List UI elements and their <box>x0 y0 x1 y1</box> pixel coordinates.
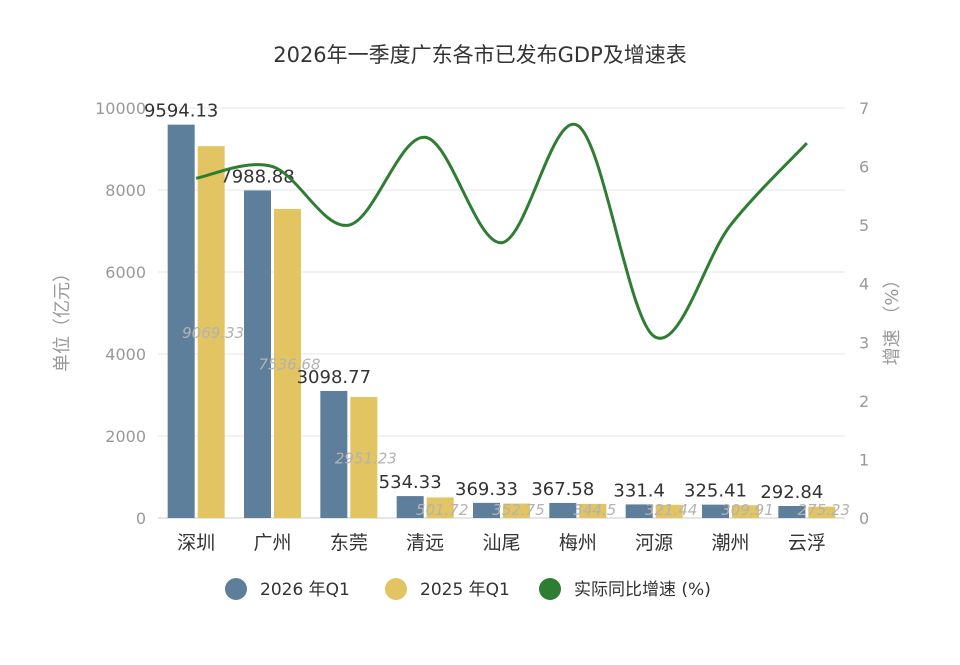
bar-2026 <box>396 496 424 518</box>
y2-tick-label: 7 <box>859 99 869 118</box>
bar-label-2025: 2951.23 <box>335 449 397 467</box>
bar-2025 <box>732 505 759 518</box>
x-axis: 深圳 广州 东莞 清远 汕尾 梅州 河源 潮州 云浮 <box>177 532 826 554</box>
y2-tick-label: 2 <box>859 392 869 411</box>
bar-label-2026: 367.58 <box>531 479 594 500</box>
bar-label-2026: 369.33 <box>455 479 518 500</box>
bar-2025 <box>197 146 225 518</box>
legend-label: 2026 年Q1 <box>260 580 350 600</box>
bar-2026 <box>320 390 348 518</box>
bar-label-2026: 3098.77 <box>297 367 371 388</box>
x-tick-label: 深圳 <box>177 532 215 554</box>
y-axis-right-title: 增速 （%） <box>882 271 903 366</box>
x-tick-label: 东莞 <box>330 532 368 554</box>
y2-tick-label: 5 <box>859 216 869 235</box>
y2-tick-label: 3 <box>859 333 869 352</box>
grid-lines <box>158 107 845 519</box>
bar-label-2025: 7536.68 <box>258 355 320 373</box>
y-tick-label: 4000 <box>105 345 146 364</box>
y2-tick-label: 1 <box>859 450 869 469</box>
x-tick-label: 清远 <box>406 532 444 554</box>
legend-marker <box>225 578 247 600</box>
y2-tick-label: 4 <box>859 275 869 294</box>
bar-2026 <box>473 502 500 518</box>
bar-label-2025: 501.72 <box>416 501 469 519</box>
bar-2026 <box>244 190 271 518</box>
bar-label-2025: 321.44 <box>645 501 698 519</box>
y2-tick-label: 6 <box>859 158 869 177</box>
x-tick-label: 河源 <box>635 532 673 554</box>
legend: 2026 年Q1 2025 年Q1 实际同比增速 (%) <box>225 578 711 600</box>
chart-title: 2026年一季度广东各市已发布GDP及增速表 <box>273 43 687 67</box>
x-tick-label: 潮州 <box>711 532 749 554</box>
growth-line <box>195 122 808 340</box>
bar-2026 <box>778 505 806 518</box>
bar-label-2025: 309.91 <box>721 501 774 519</box>
bar-label-2026: 331.4 <box>613 480 665 501</box>
bar-2025 <box>503 503 530 518</box>
bar-2026 <box>702 504 729 518</box>
growth-line-series <box>195 122 808 340</box>
bar-label-2025: 9069.33 <box>182 324 244 342</box>
bar-2025 <box>808 506 836 518</box>
bar-label-2026: 325.41 <box>684 481 747 502</box>
legend-label: 2025 年Q1 <box>420 580 510 600</box>
bar-label-2026: 292.84 <box>760 482 823 503</box>
x-tick-label: 广州 <box>253 532 291 554</box>
legend-label: 实际同比增速 (%) <box>574 580 711 600</box>
legend-marker <box>385 578 407 600</box>
bar-label-2025: 344.5 <box>573 501 616 519</box>
x-tick-label: 云浮 <box>788 532 826 554</box>
bar-2025 <box>426 497 454 518</box>
bar-label-2026: 7988.88 <box>220 166 294 187</box>
bar-label-2025: 352.75 <box>492 501 545 519</box>
y-tick-label: 6000 <box>105 263 146 282</box>
bar-2026 <box>549 502 577 518</box>
y-tick-label: 10000 <box>95 99 146 118</box>
bar-2025 <box>655 504 683 518</box>
y-axis-left: 0 2000 4000 6000 8000 10000 <box>95 99 146 528</box>
x-tick-label: 梅州 <box>559 532 597 554</box>
bar-series <box>167 124 836 518</box>
bar-2025 <box>274 208 301 518</box>
bar-2026 <box>167 124 195 518</box>
bar-2025 <box>350 396 378 518</box>
y-tick-label: 0 <box>136 509 146 528</box>
bar-2026 <box>625 504 653 518</box>
y-tick-label: 8000 <box>105 181 146 200</box>
y-axis-left-title: 单位（亿元） <box>52 264 73 372</box>
bar-label-2026: 534.33 <box>379 472 442 493</box>
legend-marker <box>539 578 561 600</box>
x-tick-label: 汕尾 <box>482 532 520 554</box>
y-axis-right: 0 1 2 3 4 5 6 7 <box>859 99 869 528</box>
y2-tick-label: 0 <box>859 509 869 528</box>
bar-label-2025: 275.23 <box>798 501 851 519</box>
y-tick-label: 2000 <box>105 427 146 446</box>
bar-2025 <box>579 503 607 518</box>
bar-label-2026: 9594.13 <box>144 101 218 122</box>
